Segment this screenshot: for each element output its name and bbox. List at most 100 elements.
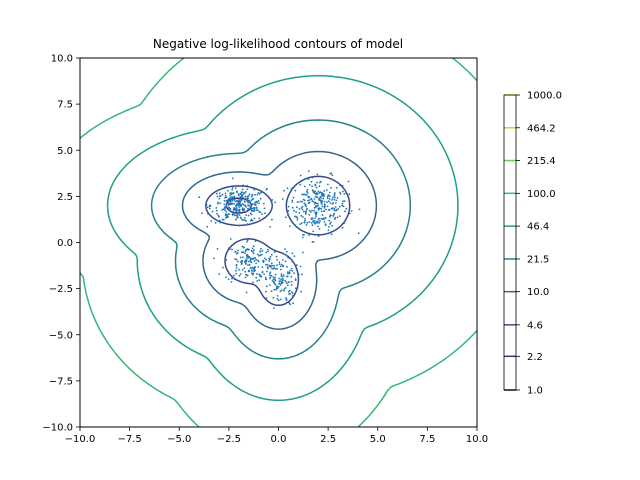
scatter-point: [251, 194, 254, 196]
scatter-point: [342, 205, 345, 208]
scatter-point: [284, 216, 287, 219]
scatter-point: [347, 180, 350, 183]
scatter-point: [319, 195, 322, 198]
scatter-point: [314, 222, 316, 225]
scatter-point: [256, 253, 259, 256]
scatter-point: [289, 269, 292, 272]
scatter-point: [260, 191, 262, 194]
scatter-point: [209, 204, 211, 207]
scatter-point: [304, 217, 306, 220]
scatter-point: [344, 210, 346, 213]
scatter-point: [259, 250, 262, 253]
scatter-point: [216, 212, 218, 215]
colorbar-frame: [503, 94, 517, 391]
scatter-point: [250, 199, 253, 202]
scatter-point: [314, 184, 317, 187]
scatter-point: [329, 202, 332, 204]
scatter-point: [218, 219, 221, 222]
scatter-point: [245, 211, 247, 213]
scatter-point: [305, 212, 307, 215]
scatter-point: [236, 190, 238, 193]
scatter-point: [333, 198, 336, 201]
scatter-point: [283, 288, 286, 290]
scatter-point: [233, 213, 236, 216]
scatter-point: [328, 198, 331, 200]
scatter-point: [253, 260, 256, 262]
scatter-point: [269, 266, 272, 268]
scatter-point: [341, 204, 343, 207]
scatter-point: [253, 249, 255, 252]
scatter-point: [218, 197, 221, 200]
scatter-point: [269, 256, 272, 258]
scatter-point: [335, 199, 338, 202]
scatter-point: [229, 203, 232, 206]
scatter-point: [308, 184, 311, 186]
scatter-point: [343, 192, 346, 195]
scatter-point: [246, 248, 248, 251]
scatter-point: [252, 281, 254, 284]
scatter-point: [198, 196, 201, 199]
scatter-point: [216, 195, 219, 198]
colorbar: 1.0 2.2 4.6 10.0 21.5 46.4 100.0 215.4 464.2 1000…: [503, 91, 562, 397]
scatter-point: [227, 278, 230, 281]
scatter-point: [240, 191, 243, 194]
scatter-point: [248, 204, 250, 207]
scatter-point: [233, 278, 236, 280]
scatter-point: [268, 272, 271, 275]
scatter-point: [218, 192, 221, 195]
scatter-point: [322, 197, 325, 200]
scatter-point: [221, 218, 224, 221]
scatter-point: [283, 189, 285, 192]
scatter-point: [270, 275, 273, 277]
scatter-point: [249, 257, 252, 260]
scatter-point: [249, 267, 252, 270]
scatter-point: [245, 291, 248, 294]
scatter-point: [303, 221, 306, 224]
scatter-point: [279, 268, 282, 271]
scatter-point: [308, 196, 311, 198]
scatter-point: [260, 247, 262, 250]
scatter-point: [235, 272, 238, 275]
scatter-point: [261, 213, 263, 216]
scatter-point: [276, 285, 279, 288]
scatter-point: [269, 258, 271, 261]
scatter-point: [331, 174, 334, 177]
scatter-point: [302, 251, 304, 254]
scatter-point: [294, 189, 297, 192]
scatter-point: [339, 184, 341, 186]
scatter-point: [329, 215, 331, 218]
scatter-point: [246, 241, 248, 243]
scatter-point: [231, 197, 234, 199]
scatter-point: [244, 252, 246, 255]
scatter-point: [296, 286, 299, 289]
scatter-point: [282, 279, 284, 281]
scatter-point: [266, 187, 268, 190]
scatter-point: [313, 191, 316, 194]
scatter-point: [314, 201, 317, 204]
scatter-point: [276, 259, 278, 261]
scatter-point: [286, 265, 288, 268]
scatter-point: [264, 278, 267, 280]
scatter-point: [223, 203, 226, 206]
scatter-point: [262, 202, 265, 205]
scatter-point: [243, 208, 246, 211]
scatter-point: [245, 263, 247, 265]
scatter-point: [307, 199, 309, 202]
scatter-point: [256, 201, 259, 204]
scatter-point: [270, 290, 273, 293]
scatter-point: [239, 273, 242, 275]
scatter-point: [236, 260, 239, 263]
scatter-point: [233, 196, 236, 199]
scatter-point: [233, 202, 235, 205]
scatter-point: [291, 270, 294, 272]
scatter-point: [309, 211, 312, 213]
scatter-point: [205, 204, 208, 206]
scatter-point: [331, 198, 334, 201]
scatter-point: [230, 193, 233, 196]
scatter-point: [311, 185, 313, 188]
colorbar-tick-label: 215.4: [527, 156, 556, 167]
scatter-point: [234, 258, 237, 260]
scatter-point: [253, 217, 256, 220]
scatter-point: [242, 251, 245, 254]
scatter-point: [238, 268, 240, 271]
